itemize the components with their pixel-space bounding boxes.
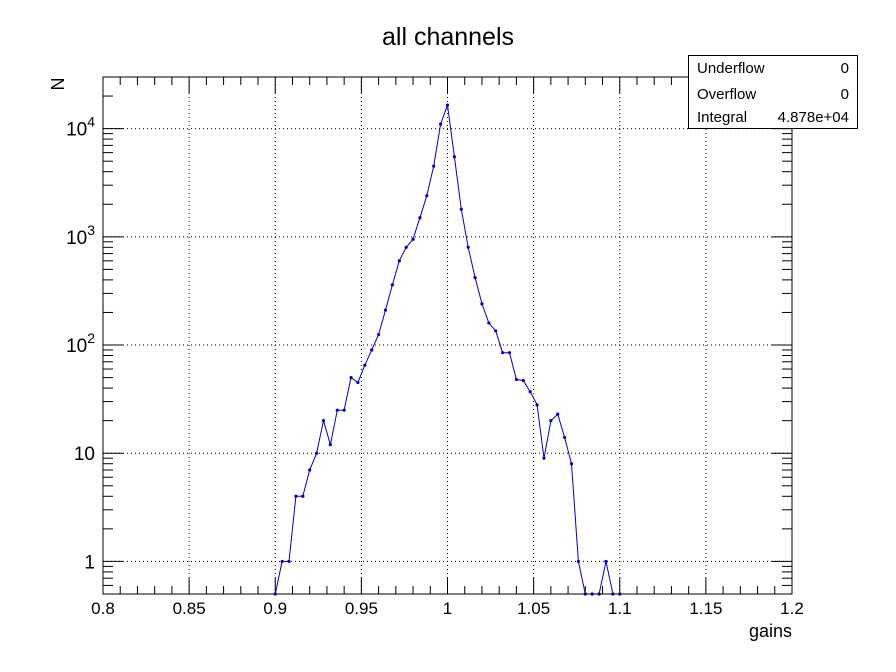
data-point xyxy=(418,216,422,220)
stats-value: 4.878e+04 xyxy=(777,109,849,126)
y-tick-label: 102 xyxy=(66,330,95,357)
data-point xyxy=(397,259,401,263)
data-point xyxy=(473,275,477,280)
x-tick-label: 1.05 xyxy=(517,599,550,618)
y-tick-label: 103 xyxy=(66,222,95,249)
data-point xyxy=(294,494,298,498)
data-point xyxy=(342,408,346,412)
data-point xyxy=(556,412,560,416)
data-point xyxy=(287,559,291,564)
data-point xyxy=(480,302,484,306)
chart-title: all channels xyxy=(382,23,514,51)
data-point xyxy=(377,332,381,337)
data-point xyxy=(494,329,498,333)
stats-value: 0 xyxy=(840,60,849,77)
tick-labels: 0.8 0.85 0.9 0.95 1 1.05 1.1 1.15 1.2 1 10 102 103 10… xyxy=(66,114,804,618)
data-point xyxy=(604,559,608,564)
data-point xyxy=(487,321,491,325)
y-axis-label: N xyxy=(48,78,68,91)
data-point xyxy=(576,559,581,564)
data-point xyxy=(452,155,456,159)
data-point xyxy=(542,456,546,460)
data-point xyxy=(528,390,532,394)
axis-ticks xyxy=(102,76,793,595)
grid xyxy=(103,77,792,594)
data-point xyxy=(280,559,284,564)
series-layer xyxy=(273,103,622,596)
stats-row-overflow: Overflow 0 xyxy=(697,85,849,105)
stats-label: Integral xyxy=(697,109,748,126)
stats-row-integral: Integral 4.878e+04 xyxy=(697,108,849,128)
data-point xyxy=(328,443,332,447)
data-point xyxy=(411,237,415,241)
data-point xyxy=(321,419,326,423)
data-point xyxy=(335,408,339,412)
data-point xyxy=(514,377,519,382)
stats-row-underflow: Underflow 0 xyxy=(697,59,849,79)
x-tick-label: 0.8 xyxy=(91,599,115,618)
data-point xyxy=(356,380,360,385)
data-point xyxy=(308,468,312,472)
data-point xyxy=(466,245,470,249)
data-point xyxy=(390,283,394,287)
x-tick-label: 1.1 xyxy=(608,599,632,618)
data-point xyxy=(301,494,305,498)
y-tick-label: 10 xyxy=(74,444,95,465)
data-point xyxy=(363,363,367,367)
data-point xyxy=(383,308,388,312)
y-tick-label: 1 xyxy=(84,552,95,573)
data-point xyxy=(349,375,353,380)
data-point xyxy=(459,207,463,211)
stats-value: 0 xyxy=(840,86,849,103)
x-tick-label: 1.15 xyxy=(689,599,722,618)
x-axis-label: gains xyxy=(749,621,792,641)
x-tick-label: 1.2 xyxy=(780,599,804,618)
data-point xyxy=(569,462,574,466)
x-tick-label: 0.85 xyxy=(173,599,206,618)
data-point xyxy=(521,378,525,383)
data-point xyxy=(432,164,436,168)
data-point xyxy=(501,351,505,355)
plot-frame xyxy=(102,76,793,595)
data-point xyxy=(370,348,374,352)
data-point xyxy=(404,245,408,249)
stats-box: Underflow 0 Overflow 0 Integral 4.878e+0… xyxy=(688,55,858,129)
data-point xyxy=(439,122,443,126)
data-point xyxy=(563,435,567,440)
x-tick-label: 0.95 xyxy=(345,599,378,618)
data-point xyxy=(425,194,429,198)
data-point xyxy=(507,351,512,355)
data-point xyxy=(549,419,553,423)
y-tick-label: 104 xyxy=(66,114,95,141)
x-tick-label: 0.9 xyxy=(263,599,287,618)
stats-label: Underflow xyxy=(697,60,765,77)
data-point xyxy=(445,103,450,107)
data-point xyxy=(314,451,319,455)
stats-label: Overflow xyxy=(697,86,757,103)
x-tick-label: 1 xyxy=(443,599,452,618)
data-point xyxy=(535,403,539,407)
